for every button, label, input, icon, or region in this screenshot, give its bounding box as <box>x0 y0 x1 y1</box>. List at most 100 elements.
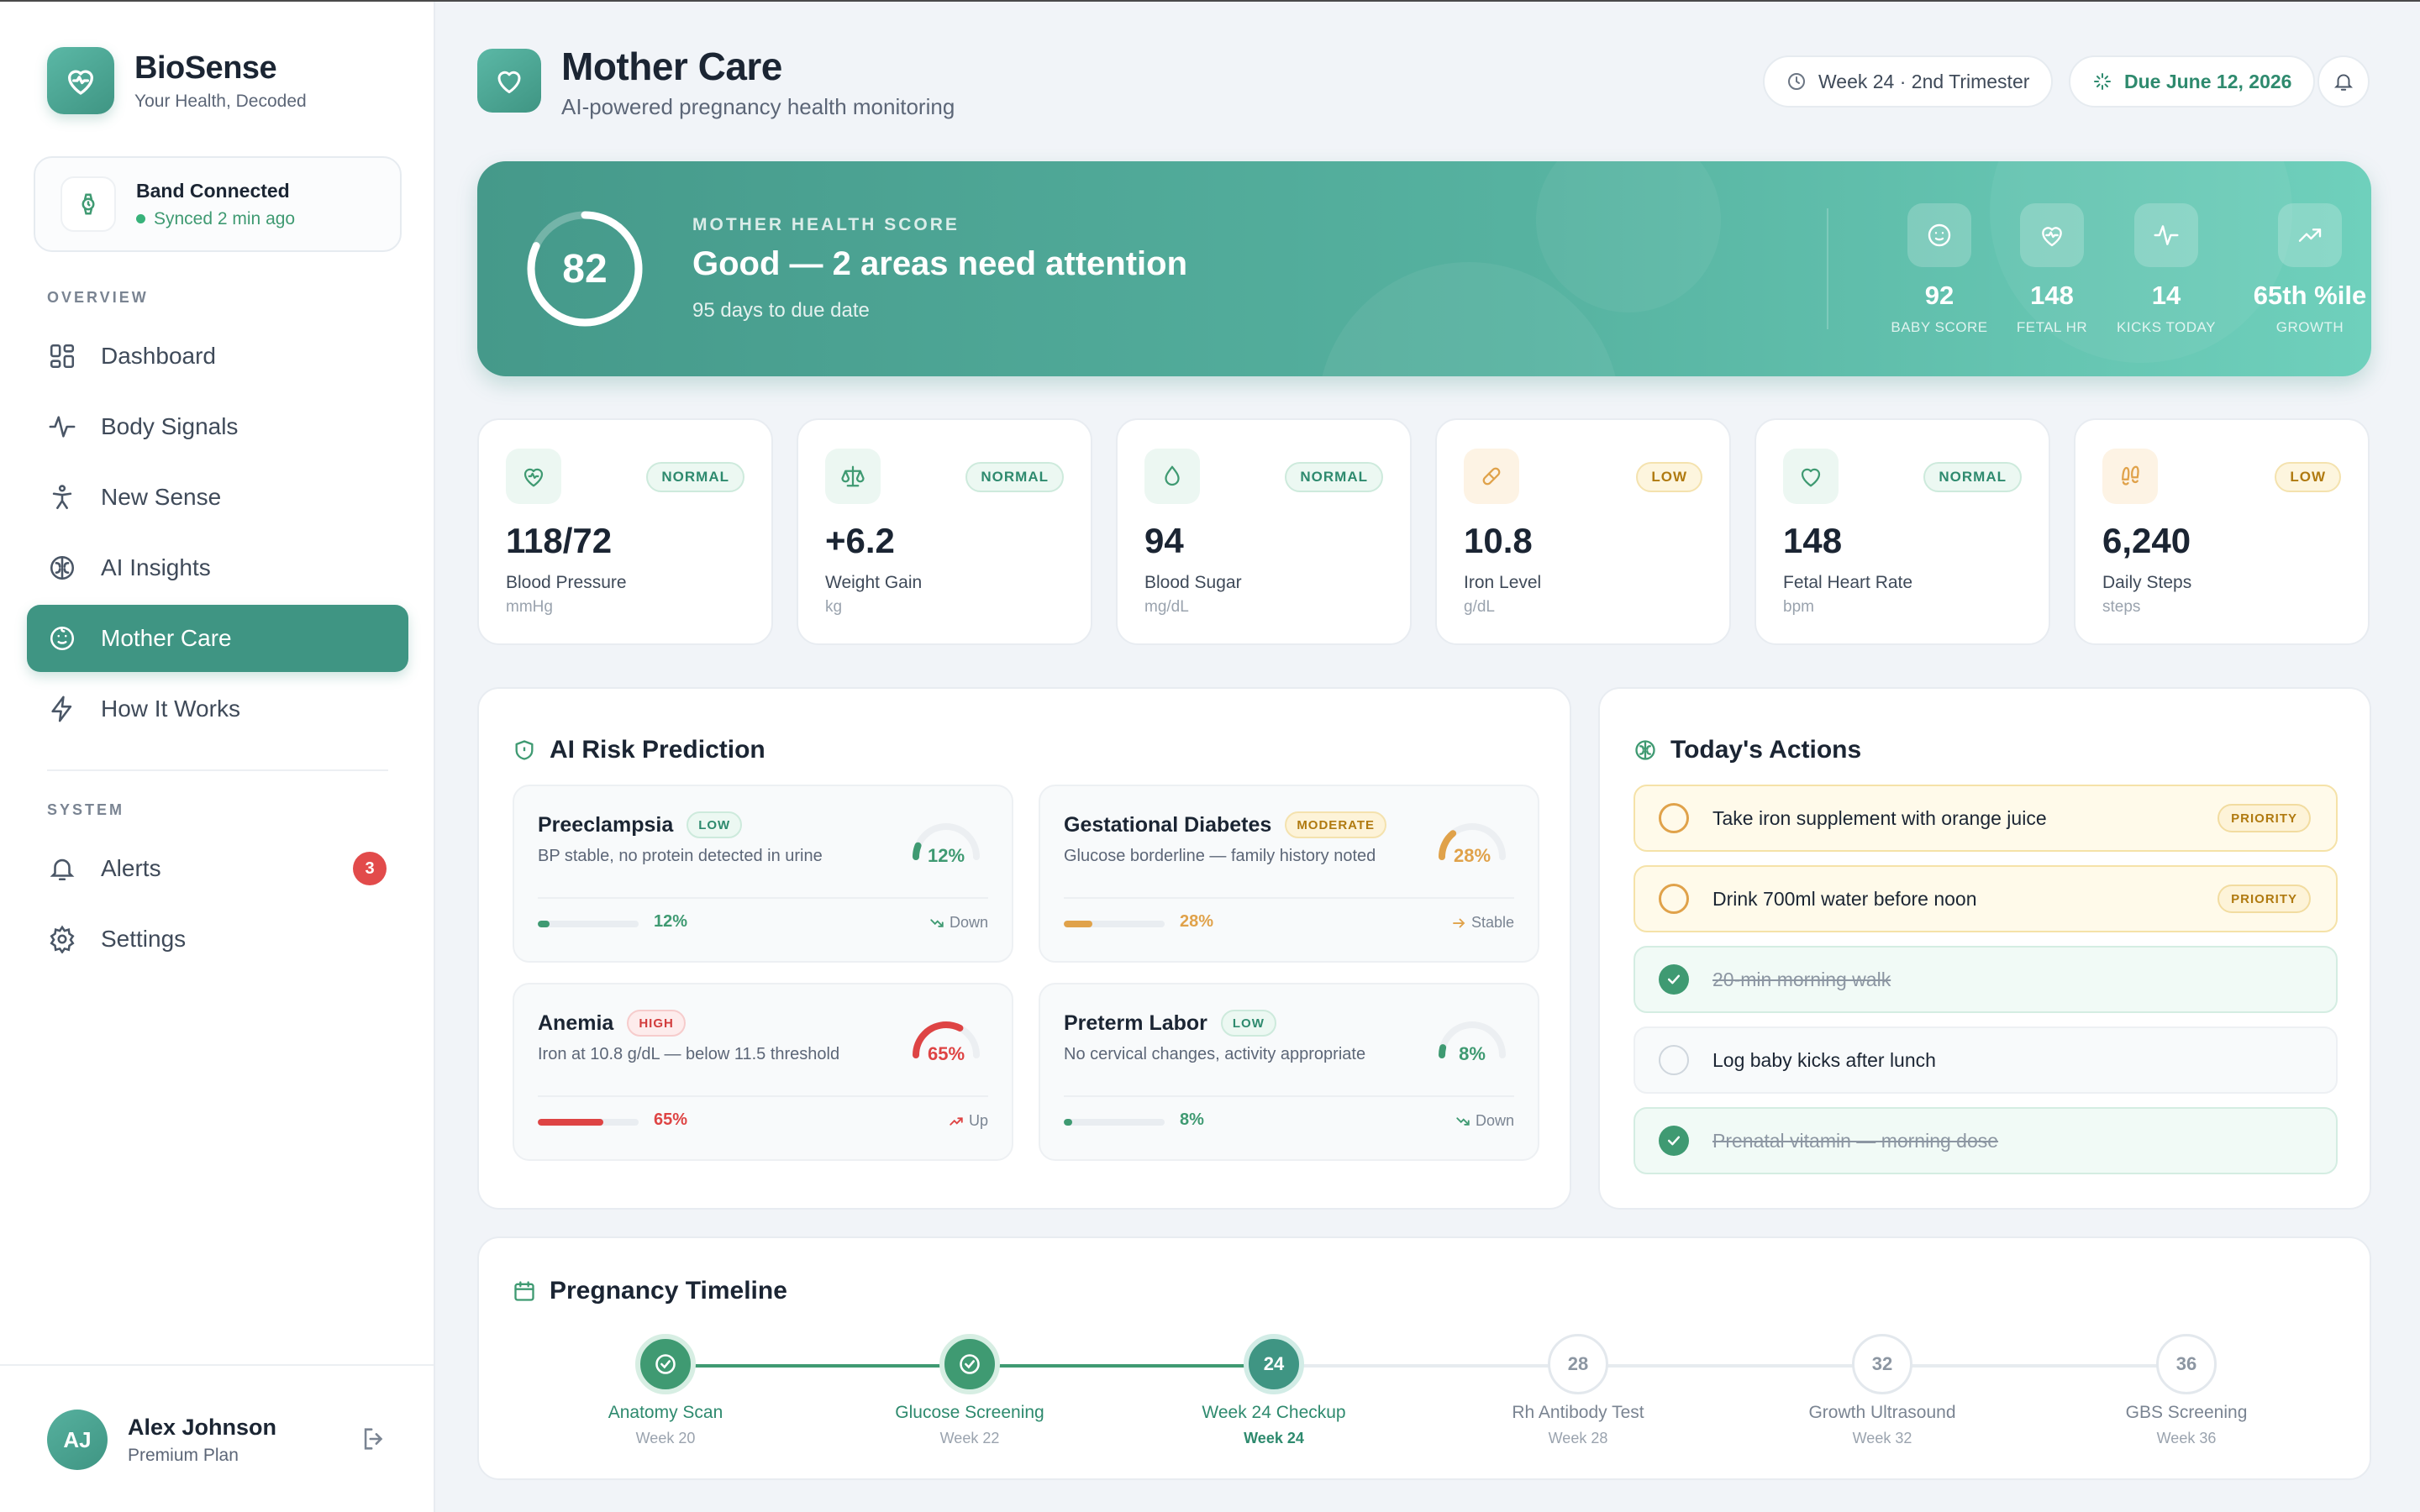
metric-card-iron-level[interactable]: LOW 10.8 Iron Level g/dL <box>1435 418 1731 645</box>
metric-name: Daily Steps <box>2102 573 2192 592</box>
checkbox-checked[interactable] <box>1659 964 1689 995</box>
metric-value: 94 <box>1144 521 1184 560</box>
risk-progress-bar <box>1064 1119 1165 1126</box>
risk-gauge-value: 12% <box>927 845 965 866</box>
risk-card-preeclampsia[interactable]: Preeclampsia LOW BP stable, no protein de… <box>513 785 1013 963</box>
heart-pulse-icon <box>2020 203 2084 267</box>
panel-title: Today's Actions <box>1634 736 1861 764</box>
calendar-icon <box>514 1281 534 1301</box>
action-item[interactable]: Prenatal vitamin — morning dose <box>1634 1107 2338 1174</box>
action-item[interactable]: Take iron supplement with orange juice P… <box>1634 785 2338 852</box>
heart-pulse-icon <box>506 449 561 504</box>
action-text: Drink 700ml water before noon <box>1712 887 1977 910</box>
hero-title: Good — 2 areas need attention <box>692 245 1188 282</box>
nav-item-alerts[interactable]: Alerts 3 <box>27 835 408 902</box>
timeline-node-future[interactable]: 36 <box>2156 1334 2217 1394</box>
divider <box>1827 208 1828 329</box>
metric-name: Weight Gain <box>825 573 923 592</box>
timeline-node-done[interactable] <box>939 1334 1000 1394</box>
hero-subtitle: 95 days to due date <box>692 299 870 322</box>
status-badge: LOW <box>1636 462 1702 492</box>
timeline-node-done[interactable] <box>635 1334 696 1394</box>
trend-up-icon <box>950 1116 963 1126</box>
sidebar: BioSense Your Health, Decoded Band Conne… <box>0 2 435 1512</box>
droplet-icon <box>1144 449 1200 504</box>
metric-card-blood-sugar[interactable]: NORMAL 94 Blood Sugar mg/dL <box>1116 418 1412 645</box>
priority-badge: PRIORITY <box>2217 885 2311 913</box>
sparkle-icon <box>2094 73 2111 90</box>
risk-description: Iron at 10.8 g/dL — below 11.5 threshold <box>538 1045 840 1063</box>
heart-icon <box>1783 449 1839 504</box>
panel-title: Pregnancy Timeline <box>513 1277 787 1305</box>
timeline-step-week: Week 20 <box>635 1430 696 1446</box>
status-badge: NORMAL <box>1923 462 2022 492</box>
nav-item-new-sense[interactable]: New Sense <box>27 464 408 531</box>
checkbox[interactable] <box>1659 884 1689 914</box>
user-plan: Premium Plan <box>128 1445 239 1465</box>
action-item[interactable]: 20-min morning walk <box>1634 946 2338 1013</box>
check-icon <box>1667 1136 1681 1146</box>
nav-item-mother-care[interactable]: Mother Care <box>27 605 408 672</box>
nav-item-settings[interactable]: Settings <box>27 906 408 973</box>
metric-card-daily-steps[interactable]: LOW 6,240 Daily Steps steps <box>2074 418 2370 645</box>
priority-badge: PRIORITY <box>2217 804 2311 832</box>
metric-value: 6,240 <box>2102 521 2191 560</box>
nav-item-body-signals[interactable]: Body Signals <box>27 393 408 460</box>
action-item[interactable]: Drink 700ml water before noon PRIORITY <box>1634 865 2338 932</box>
arrow-right-icon <box>1453 918 1465 927</box>
metric-card-blood-pressure[interactable]: NORMAL 118/72 Blood Pressure mmHg <box>477 418 773 645</box>
check-icon <box>1667 974 1681 984</box>
score-ring <box>527 211 643 327</box>
timeline-node-current[interactable]: 24 <box>1244 1334 1304 1394</box>
hero-stat-label: FETAL HR <box>2016 319 2088 335</box>
hero-stat-value: 65th %ile <box>2253 281 2367 310</box>
metric-unit: g/dL <box>1464 598 1495 616</box>
band-status-card[interactable]: Band Connected Synced 2 min ago <box>34 156 402 252</box>
bolt-icon <box>47 694 77 724</box>
nav-item-ai-insights[interactable]: AI Insights <box>27 534 408 601</box>
risk-trend: Down <box>1455 1112 1514 1130</box>
risk-percent: 28% <box>1180 912 1214 931</box>
timeline-step-name: GBS Screening <box>2125 1403 2248 1422</box>
nav-label: Dashboard <box>101 343 216 369</box>
hero-stat-growth: 65th %ile GROWTH <box>2238 203 2371 336</box>
notifications-button[interactable] <box>2317 55 2370 108</box>
timeline-node-future[interactable]: 32 <box>1852 1334 1912 1394</box>
nav-label: Mother Care <box>101 625 232 651</box>
user-profile[interactable]: AJ Alex Johnson Premium Plan <box>0 1364 434 1512</box>
risk-progress-bar <box>1064 921 1165 927</box>
metric-card-weight-gain[interactable]: NORMAL +6.2 Weight Gain kg <box>797 418 1092 645</box>
risk-percent: 8% <box>1180 1110 1204 1129</box>
risk-description: BP stable, no protein detected in urine <box>538 847 823 865</box>
divider <box>538 897 988 899</box>
due-date-pill[interactable]: Due June 12, 2026 <box>2069 55 2316 108</box>
checkbox-checked[interactable] <box>1659 1126 1689 1156</box>
hero-stat-label: BABY SCORE <box>1891 319 1988 335</box>
logout-icon[interactable] <box>360 1425 388 1457</box>
page-subtitle: AI-powered pregnancy health monitoring <box>561 94 955 119</box>
metric-card-fetal-heart-rate[interactable]: NORMAL 148 Fetal Heart Rate bpm <box>1754 418 2050 645</box>
risk-card-gestational-diabetes[interactable]: Gestational Diabetes MODERATE Glucose bor… <box>1039 785 1539 963</box>
status-dot <box>136 214 145 223</box>
nav-label: How It Works <box>101 696 240 722</box>
hero-stat-value: 92 <box>1924 281 1954 310</box>
risk-gauge-value: 28% <box>1453 845 1491 866</box>
metric-name: Blood Sugar <box>1144 573 1242 592</box>
checkbox[interactable] <box>1659 803 1689 833</box>
risk-card-anemia[interactable]: Anemia HIGH Iron at 10.8 g/dL — below 11.… <box>513 983 1013 1161</box>
action-item[interactable]: Log baby kicks after lunch <box>1634 1026 2338 1094</box>
checkbox[interactable] <box>1659 1045 1689 1075</box>
nav-item-how-it-works[interactable]: How It Works <box>27 675 408 743</box>
week-pill[interactable]: Week 24 · 2nd Trimester <box>1763 55 2054 108</box>
metric-name: Blood Pressure <box>506 573 627 592</box>
hero-stat-label: GROWTH <box>2275 319 2344 335</box>
risk-card-preterm-labor[interactable]: Preterm Labor LOW No cervical changes, ac… <box>1039 983 1539 1161</box>
hero-stat-kicks: 14 KICKS TODAY <box>2107 203 2225 336</box>
timeline-node-future[interactable]: 28 <box>1548 1334 1608 1394</box>
metric-unit: bpm <box>1783 598 1814 616</box>
timeline-remaining-line <box>1274 1364 2186 1368</box>
risk-progress-bar <box>538 921 639 927</box>
nav-label: Body Signals <box>101 413 239 439</box>
nav-item-dashboard[interactable]: Dashboard <box>27 323 408 390</box>
timeline-step-week: Week 22 <box>939 1430 1000 1446</box>
